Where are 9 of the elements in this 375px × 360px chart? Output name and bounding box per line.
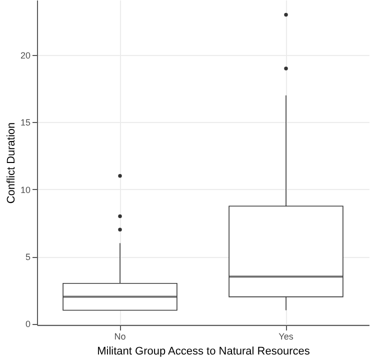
x-axis-title: Militant Group Access to Natural Resources — [97, 346, 310, 358]
y-tick-label: 15 — [20, 118, 30, 128]
y-tick-label: 20 — [20, 50, 30, 61]
y-tick-label: 5 — [25, 252, 30, 262]
x-tick-label: No — [114, 332, 126, 342]
y-tick-label: 0 — [25, 319, 30, 330]
y-axis-title: Conflict Duration — [5, 122, 18, 204]
y-tick-label: 10 — [20, 184, 30, 195]
x-tick-label: Yes — [278, 332, 294, 342]
